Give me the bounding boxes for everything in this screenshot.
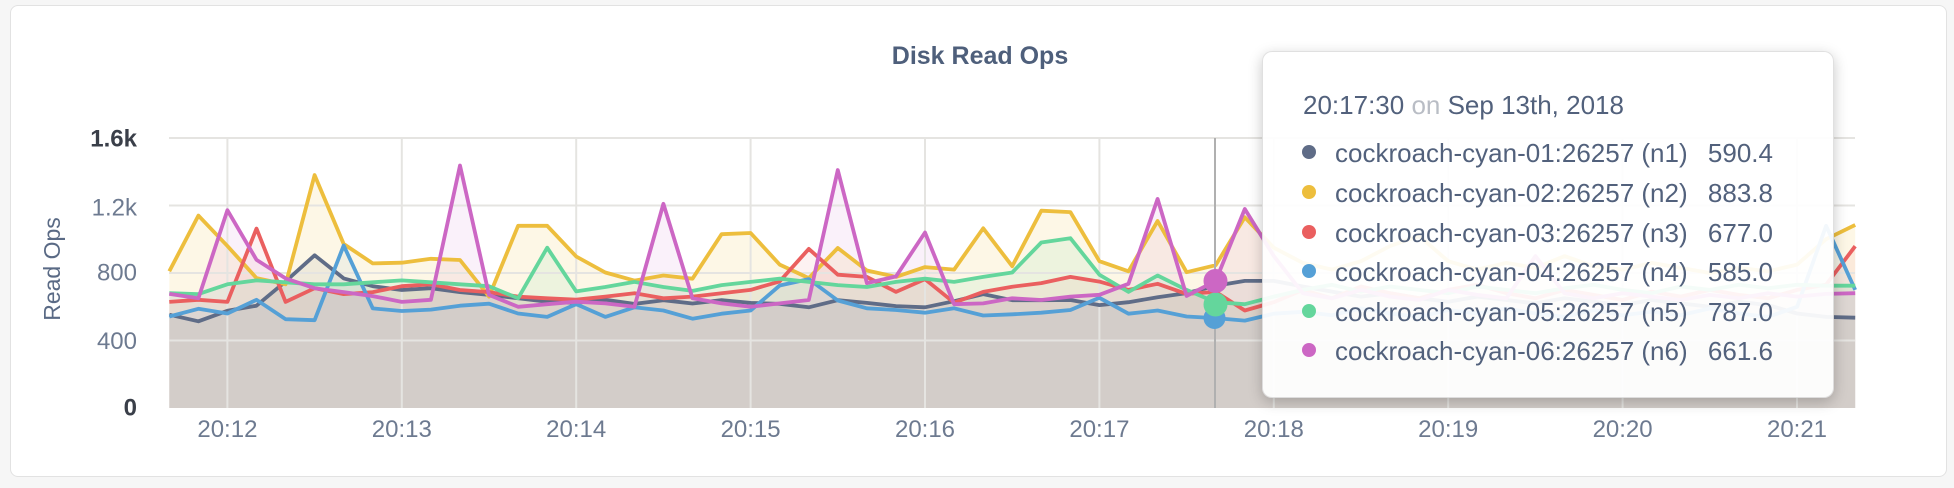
svg-text:20:19: 20:19 — [1418, 416, 1478, 443]
svg-text:20:15: 20:15 — [721, 416, 781, 443]
svg-text:Disk Read Ops: Disk Read Ops — [892, 42, 1068, 70]
svg-text:0: 0 — [124, 395, 137, 422]
svg-text:20:13: 20:13 — [372, 416, 432, 443]
svg-text:Read Ops: Read Ops — [39, 217, 65, 321]
svg-text:20:18: 20:18 — [1244, 416, 1304, 443]
svg-text:800: 800 — [97, 260, 137, 287]
svg-text:1.6k: 1.6k — [90, 126, 137, 153]
svg-text:20:20: 20:20 — [1593, 416, 1653, 443]
svg-text:20:17: 20:17 — [1069, 416, 1129, 443]
svg-text:20:21: 20:21 — [1767, 416, 1827, 443]
svg-text:1.2k: 1.2k — [92, 195, 138, 222]
svg-text:20:16: 20:16 — [895, 416, 955, 443]
svg-text:20:12: 20:12 — [197, 416, 257, 443]
svg-text:400: 400 — [97, 328, 137, 355]
svg-text:20:14: 20:14 — [546, 416, 606, 443]
